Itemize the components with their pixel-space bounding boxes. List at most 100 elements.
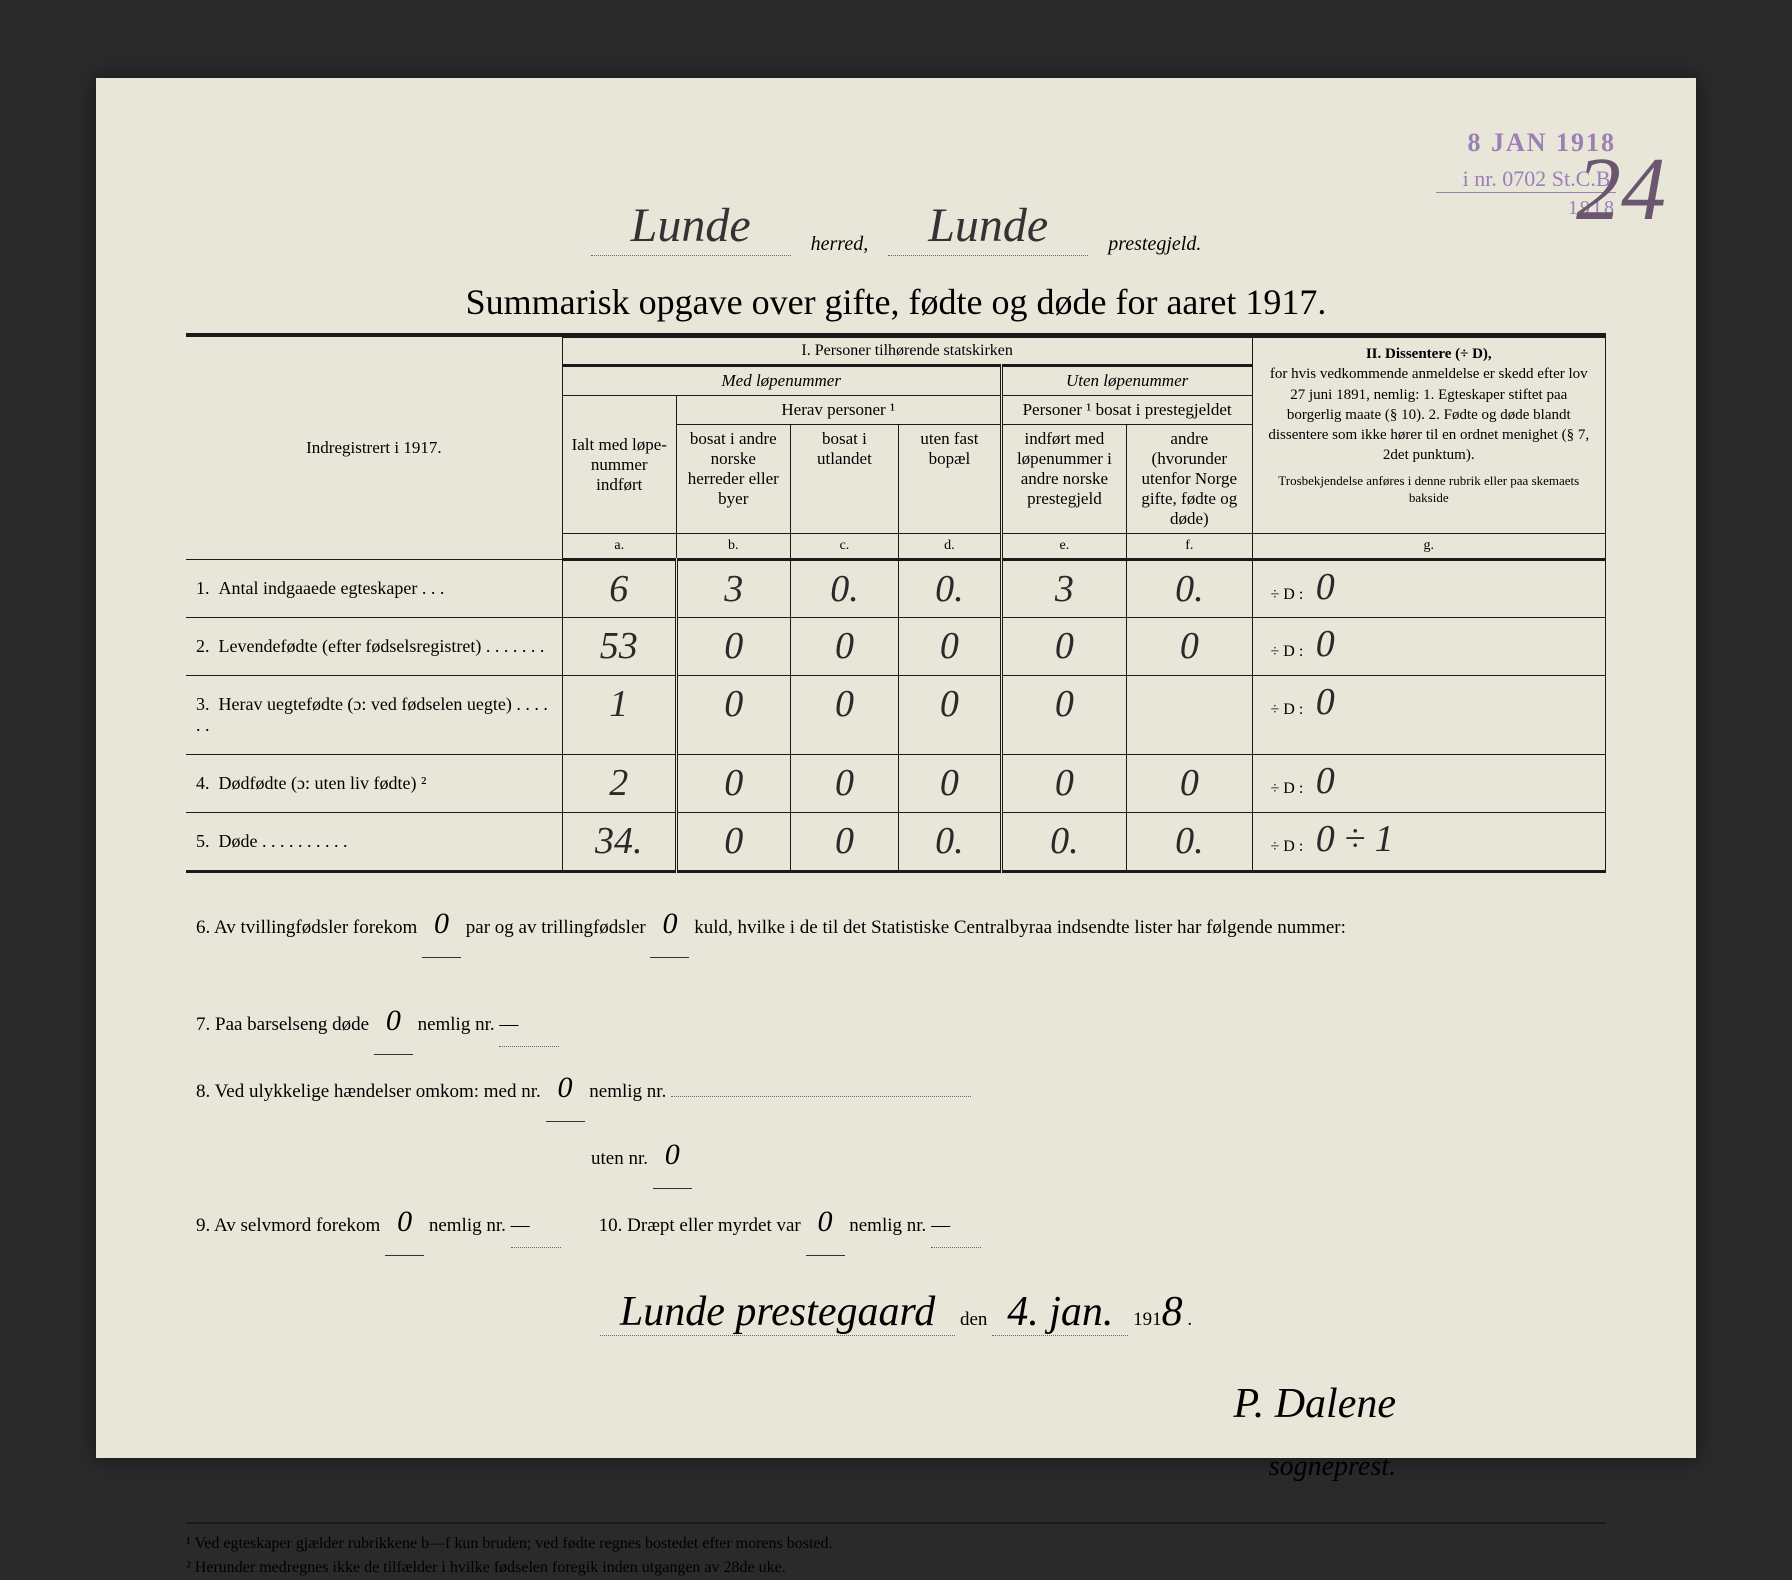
q10-pre: 10. Dræpt eller myrdet var bbox=[599, 1215, 801, 1236]
cell-c: 0 bbox=[790, 813, 898, 872]
plus-d-label: ÷ D : bbox=[1259, 838, 1304, 855]
herred-label: herred, bbox=[811, 233, 869, 256]
signature-line: Lunde prestegaard den 4. jan. 1918 . bbox=[196, 1266, 1596, 1358]
corner-number: 24 bbox=[1576, 138, 1666, 241]
cell-f: 0. bbox=[1127, 813, 1252, 872]
q8-uten: uten nr. bbox=[591, 1148, 648, 1169]
col-indreg: Indregistrert i 1917. bbox=[186, 338, 562, 560]
document-page: 8 JAN 1918 i nr. 0702 St.C.B. 1918 24 Lu… bbox=[96, 78, 1696, 1458]
section-1-head: I. Personer tilhørende statskirken bbox=[562, 338, 1252, 366]
cell-f: 0. bbox=[1127, 560, 1252, 618]
col-a-head: Ialt med løpe-nummer indført bbox=[562, 396, 676, 534]
cell-f: 0 bbox=[1127, 618, 1252, 676]
plus-d-label: ÷ D : bbox=[1259, 643, 1304, 660]
letter-f: f. bbox=[1127, 534, 1252, 560]
cell-g-value: 0 bbox=[1312, 675, 1339, 729]
prestegjeld-value: Lunde bbox=[888, 198, 1088, 256]
sig-year-hw: 8 bbox=[1162, 1289, 1183, 1335]
q7-mid: nemlig nr. bbox=[418, 1014, 495, 1035]
page-title: Summarisk opgave over gifte, fødte og dø… bbox=[186, 281, 1606, 323]
cell-g: ÷ D : 0 ÷ 1 bbox=[1252, 813, 1605, 872]
q6-v1: 0 bbox=[422, 891, 461, 958]
q8-v1: 0 bbox=[546, 1055, 585, 1122]
cell-d: 0. bbox=[899, 560, 1002, 618]
cell-a: 53 bbox=[562, 618, 676, 676]
cell-g: ÷ D : 0 bbox=[1252, 755, 1605, 813]
letter-e: e. bbox=[1001, 534, 1126, 560]
cell-g-value: 0 bbox=[1312, 560, 1339, 614]
cell-g: ÷ D : 0 bbox=[1252, 618, 1605, 676]
herav-head: Herav personer ¹ bbox=[676, 396, 1001, 425]
cell-a: 6 bbox=[562, 560, 676, 618]
uten-head: Uten løpenummer bbox=[1001, 366, 1252, 396]
footnotes: ¹ Ved egteskaper gjælder rubrikkene b—f … bbox=[186, 1522, 1606, 1580]
row-label: 1. Antal indgaaede egteskaper . . . bbox=[186, 560, 562, 618]
letter-g: g. bbox=[1252, 534, 1605, 560]
cell-g-value: 0 ÷ 1 bbox=[1312, 812, 1398, 866]
cell-d: 0 bbox=[899, 755, 1002, 813]
q8-pre: 8. Ved ulykkelige hændelser omkom: med n… bbox=[196, 1081, 541, 1102]
col-e-head: indført med løpenummer i andre norske pr… bbox=[1001, 425, 1126, 534]
plus-d-label: ÷ D : bbox=[1259, 701, 1304, 718]
sig-year-pre: 191 bbox=[1133, 1309, 1162, 1330]
pers-bosat-head: Personer ¹ bosat i prestegjeldet bbox=[1001, 396, 1252, 425]
sec2-foot: Trosbekjendelse anføres i denne rubrik e… bbox=[1263, 472, 1595, 507]
prestegjeld-label: prestegjeld. bbox=[1108, 233, 1201, 256]
signature-title-line: sogneprest. bbox=[196, 1436, 1596, 1498]
q9-dash: — bbox=[511, 1205, 561, 1248]
letter-a: a. bbox=[562, 534, 676, 560]
cell-e: 0 bbox=[1001, 755, 1126, 813]
sig-name: P. Dalene bbox=[1233, 1381, 1396, 1427]
cell-d: 0 bbox=[899, 676, 1002, 755]
cell-g: ÷ D : 0 bbox=[1252, 560, 1605, 618]
q10-mid: nemlig nr. bbox=[849, 1215, 926, 1236]
cell-e: 0 bbox=[1001, 618, 1126, 676]
letter-c: c. bbox=[790, 534, 898, 560]
row-label: 3. Herav uegtefødte (ɔ: ved fødselen ueg… bbox=[186, 676, 562, 755]
questions-block: 6. Av tvillingfødsler forekom 0 par og a… bbox=[186, 891, 1606, 1497]
cell-g-value: 0 bbox=[1312, 754, 1339, 808]
col-c-head: bosat i utlandet bbox=[790, 425, 898, 534]
col-d-head: uten fast bopæl bbox=[899, 425, 1002, 534]
cell-b: 3 bbox=[676, 560, 790, 618]
q9-v: 0 bbox=[385, 1189, 424, 1256]
cell-c: 0 bbox=[790, 618, 898, 676]
col-b-head: bosat i andre norske herreder eller byer bbox=[676, 425, 790, 534]
row-label: 5. Døde . . . . . . . . . . bbox=[186, 813, 562, 872]
cell-b: 0 bbox=[676, 813, 790, 872]
q6-mid: par og av trillingfødsler bbox=[466, 917, 646, 938]
cell-d: 0. bbox=[899, 813, 1002, 872]
cell-c: 0 bbox=[790, 755, 898, 813]
sig-title: sogneprest. bbox=[1269, 1451, 1396, 1482]
q6-post: kuld, hvilke i de til det Statistiske Ce… bbox=[694, 917, 1346, 938]
cell-b: 0 bbox=[676, 755, 790, 813]
letter-d: d. bbox=[899, 534, 1002, 560]
q6: 6. Av tvillingfødsler forekom 0 par og a… bbox=[196, 891, 1596, 958]
cell-a: 1 bbox=[562, 676, 676, 755]
row-label: 4. Dødfødte (ɔ: uten liv fødte) ² bbox=[186, 755, 562, 813]
cell-e: 0. bbox=[1001, 813, 1126, 872]
cell-f: 0 bbox=[1127, 755, 1252, 813]
plus-d-label: ÷ D : bbox=[1259, 586, 1304, 603]
q7-dash: — bbox=[499, 1004, 559, 1047]
q6-pre: 6. Av tvillingfødsler forekom bbox=[196, 917, 417, 938]
cell-d: 0 bbox=[899, 618, 1002, 676]
table-row: 3. Herav uegtefødte (ɔ: ved fødselen ueg… bbox=[186, 676, 1606, 755]
sig-den: den bbox=[960, 1309, 987, 1330]
col-f-head: andre (hvorunder utenfor Norge gifte, fø… bbox=[1127, 425, 1252, 534]
q7-pre: 7. Paa barselseng døde bbox=[196, 1014, 369, 1035]
sig-date: 4. jan. bbox=[992, 1289, 1128, 1336]
med-head: Med løpenummer bbox=[562, 366, 1001, 396]
table-row: 1. Antal indgaaede egteskaper . . .630.0… bbox=[186, 560, 1606, 618]
cell-e: 0 bbox=[1001, 676, 1126, 755]
cell-c: 0 bbox=[790, 676, 898, 755]
sig-place: Lunde prestegaard bbox=[600, 1289, 955, 1336]
q8-line2: uten nr. 0 bbox=[196, 1122, 1596, 1189]
cell-c: 0. bbox=[790, 560, 898, 618]
q8: 8. Ved ulykkelige hændelser omkom: med n… bbox=[196, 1055, 1596, 1122]
q8-mid: nemlig nr. bbox=[589, 1081, 666, 1102]
footnote-2: ² Herunder medregnes ikke de tilfælder i… bbox=[186, 1556, 1606, 1580]
q10-v: 0 bbox=[806, 1189, 845, 1256]
q10-dash: — bbox=[931, 1205, 981, 1248]
table-row: 4. Dødfødte (ɔ: uten liv fødte) ²200000÷… bbox=[186, 755, 1606, 813]
